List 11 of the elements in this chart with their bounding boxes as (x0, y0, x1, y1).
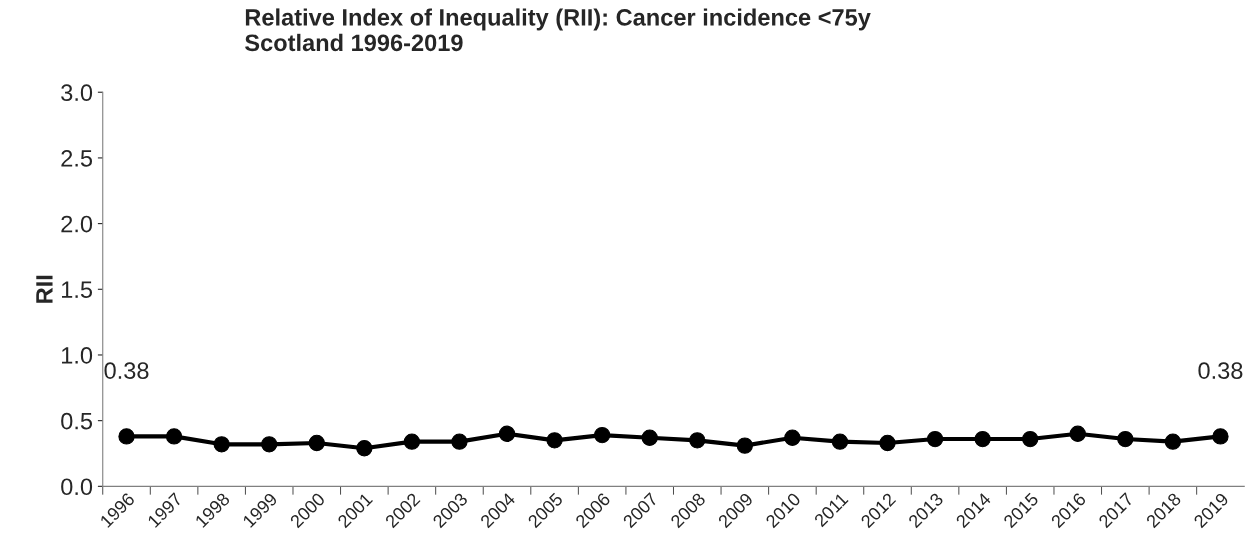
y-tick-label: 2.0 (61, 215, 93, 233)
y-tick-label: 0.5 (61, 412, 93, 430)
y-tick-label: 1.5 (62, 281, 93, 299)
y-tick-label: 3.0 (61, 84, 93, 102)
data-label: 0.38 (104, 362, 149, 379)
y-axis-title: RII (36, 275, 53, 303)
y-tick-label: 1.0 (62, 347, 93, 364)
y-tick-label: 2.5 (61, 149, 93, 167)
chart-title: Relative Index of Inequality (RII): Cancer incidence <75y Scotland 1996-2019 (245, 8, 871, 52)
y-tick-label: 0.0 (61, 478, 93, 496)
data-label: 0.38 (1198, 362, 1243, 379)
